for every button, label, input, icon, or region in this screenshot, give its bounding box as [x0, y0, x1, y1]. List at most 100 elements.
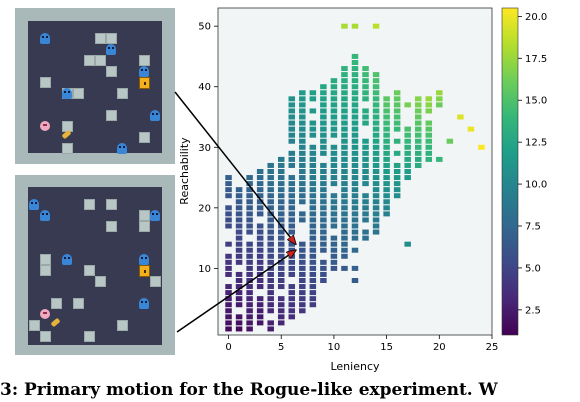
heatmap-cell: [393, 126, 401, 132]
heatmap-cell: [267, 259, 274, 265]
wall-tile: [106, 33, 117, 44]
heatmap-cell: [320, 162, 327, 168]
heatmap-cell: [330, 241, 338, 247]
heatmap-cell: [225, 296, 232, 302]
wall-tile: [84, 199, 95, 210]
heatmap-cell: [330, 162, 338, 168]
heatmap-cell: [309, 296, 317, 302]
heatmap-cell: [362, 120, 369, 126]
x-axis-label: Leniency: [330, 360, 380, 373]
heatmap-cell: [362, 138, 369, 144]
heatmap-cell: [309, 156, 317, 162]
heatmap-cell: [246, 205, 253, 211]
heatmap-cell: [299, 144, 306, 150]
wall-tile: [139, 55, 150, 66]
heatmap-cell: [256, 314, 264, 320]
heatmap-cell: [277, 278, 285, 283]
heatmap-cell: [309, 108, 317, 114]
heatmap-cell: [299, 265, 306, 271]
heatmap-cell: [457, 114, 464, 120]
heatmap-cell: [320, 205, 327, 211]
heatmap-cell: [299, 259, 306, 265]
wall-tile: [95, 276, 106, 287]
heatmap-cell: [425, 138, 433, 144]
heatmap-cell: [372, 162, 380, 168]
heatmap-cell: [235, 187, 243, 193]
wall-tile: [84, 265, 95, 276]
heatmap-cell: [351, 162, 359, 168]
heatmap-cell: [299, 241, 306, 247]
heatmap-cell: [288, 265, 296, 271]
heatmap-cell: [351, 265, 359, 271]
heatmap-cell: [383, 162, 390, 168]
ghost-enemy-icon: [62, 88, 72, 99]
heatmap-cell: [309, 144, 317, 150]
heatmap-cell: [256, 278, 264, 283]
ghost-enemy-icon: [40, 33, 50, 44]
heatmap-cell: [309, 265, 317, 271]
heatmap-cell: [309, 126, 317, 132]
heatmap-cell: [372, 138, 380, 144]
heatmap-cell: [246, 302, 253, 308]
heatmap-cell: [320, 187, 327, 193]
arrow-bottom: [176, 250, 296, 333]
heatmap-cell: [351, 126, 359, 132]
heatmap-cell: [351, 96, 359, 102]
heatmap-cell: [362, 199, 369, 205]
heatmap-cell: [425, 102, 433, 108]
heatmap-cell: [256, 265, 264, 271]
wall-tile: [117, 88, 128, 99]
colorbar-tick-label: 10.0: [525, 180, 547, 191]
heatmap-cell: [351, 199, 359, 205]
colorbar-tick-label: 20.0: [525, 12, 547, 23]
heatmap-cell: [256, 253, 264, 259]
heatmap-cell: [277, 284, 285, 290]
heatmap-cell: [351, 90, 359, 96]
arrow-top: [174, 91, 296, 244]
wall-tile: [106, 110, 117, 121]
heatmap-cell: [330, 114, 338, 120]
heatmap-cell: [235, 217, 243, 223]
heatmap-cell: [299, 193, 306, 199]
heatmap-cell: [330, 169, 338, 174]
reachability-leniency-chart: 0 5 10 15 20 25 10 20 30 40 50 Leniency Reachabil…: [174, 7, 547, 373]
heatmap-cell: [330, 126, 338, 132]
heatmap-cell: [351, 78, 359, 84]
heatmap-cell: [225, 193, 232, 199]
heatmap-cell: [320, 175, 327, 181]
heatmap-cell: [267, 187, 274, 193]
heatmap-cell: [225, 175, 232, 181]
heatmap-cell: [267, 235, 274, 241]
heatmap-cell: [277, 156, 285, 162]
heatmap-cell: [341, 108, 348, 114]
heatmap-cell: [351, 144, 359, 150]
heatmap-cell: [341, 126, 348, 132]
heatmap-cell: [267, 211, 274, 217]
x-axis: 0 5 10 15 20 25: [225, 335, 498, 353]
heatmap-cell: [383, 102, 390, 108]
heatmap-cell: [299, 114, 306, 120]
heatmap-cell: [320, 278, 327, 283]
heatmap-cell: [383, 114, 390, 120]
heatmap-cell: [299, 102, 306, 108]
heatmap-cell: [267, 169, 274, 174]
ghost-enemy-icon: [150, 210, 160, 221]
heatmap-cell: [235, 259, 243, 265]
heatmap-cell: [256, 223, 264, 229]
heatmap-cell: [288, 150, 296, 156]
heatmap-cell: [351, 217, 359, 223]
heatmap-cell: [436, 96, 443, 102]
colorbar-tick-label: 15.0: [525, 96, 547, 107]
heatmap-cell: [235, 229, 243, 235]
heatmap-cell: [225, 326, 232, 332]
heatmap-cell: [404, 156, 411, 162]
heatmap-cell: [256, 199, 264, 205]
wall-tile: [84, 55, 95, 66]
heatmap-cell: [436, 156, 443, 162]
heatmap-cell: [425, 132, 433, 138]
ghost-enemy-icon: [40, 210, 50, 221]
heatmap-cell: [299, 169, 306, 174]
heatmap-cell: [372, 223, 380, 229]
heatmap-cell: [372, 23, 380, 29]
heatmap-cell: [309, 162, 317, 168]
